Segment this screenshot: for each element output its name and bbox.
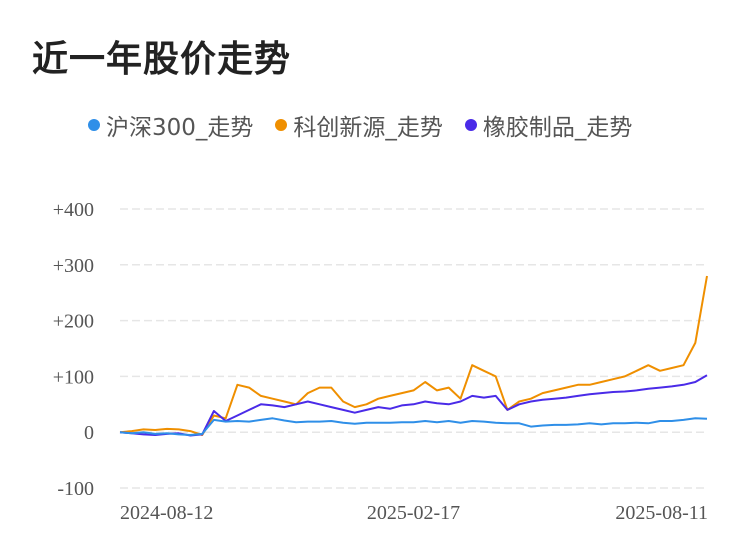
legend-item-hs300[interactable]: 沪深300_走势 [88,108,253,142]
y-tick-label: +200 [53,311,94,333]
legend-label-kechuang: 科创新源_走势 [293,115,443,141]
x-tick-label: 2025-08-11 [615,502,708,524]
series-line-hs300 [119,417,708,436]
legend: 沪深300_走势 科创新源_走势 橡胶制品_走势 [88,108,654,142]
x-axis-tick-labels: 2024-08-12 2025-02-17 2025-08-11 [120,502,708,524]
y-axis-tick-labels: +400 +300 +200 +100 0 -100 [53,199,94,500]
x-tick-label: 2025-02-17 [367,502,460,524]
x-tick-label: 2024-08-12 [120,502,213,524]
series-lines [119,275,708,437]
series-line-kechuang [119,275,708,436]
legend-label-xiangjiao: 橡胶制品_走势 [482,115,633,141]
legend-dot-kechuang [275,119,288,131]
y-tick-label: +300 [53,255,94,277]
legend-item-kechuang[interactable]: 科创新源_走势 [275,108,443,142]
legend-dot-hs300 [88,119,100,131]
series-line-xiangjiao [119,374,708,437]
y-tick-label: 0 [84,422,94,444]
y-tick-label: +400 [53,199,94,221]
legend-label-hs300: 沪深300_走势 [106,115,254,141]
y-tick-label: -100 [57,478,94,500]
chart-title: 近一年股价走势 [32,39,292,80]
y-tick-label: +100 [53,366,94,388]
grid-lines [120,208,707,489]
legend-item-xiangjiao[interactable]: 橡胶制品_走势 [464,108,633,142]
legend-dot-xiangjiao [464,119,477,131]
